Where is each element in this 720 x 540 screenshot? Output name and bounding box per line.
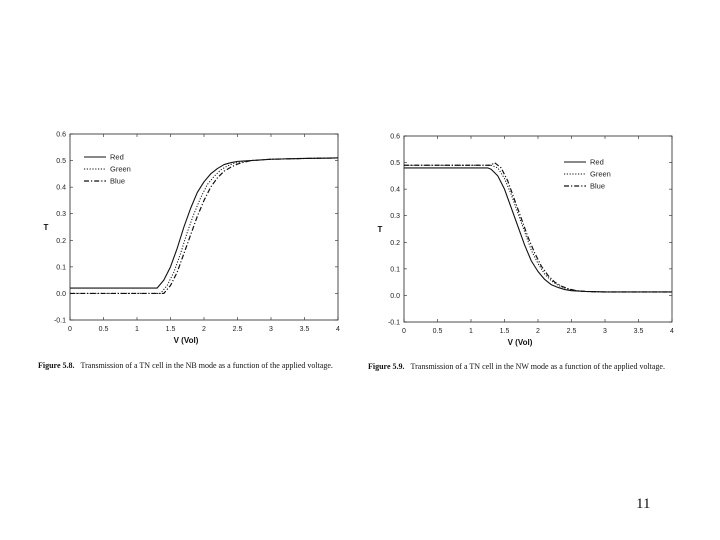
x-tick-label: 0.5	[99, 326, 109, 333]
y-tick-label: -0.1	[54, 318, 66, 325]
y-tick-label: 0.0	[390, 293, 400, 300]
y-tick-label: 0.6	[390, 134, 400, 141]
x-tick-label: 2	[536, 328, 540, 335]
y-tick-label: 0.3	[56, 211, 66, 218]
y-tick-label: 0.4	[390, 187, 400, 194]
figure-5-8-label: Figure 5.8.	[38, 361, 75, 370]
x-tick-label: 1	[469, 328, 473, 335]
x-tick-label: 4	[670, 328, 674, 335]
y-tick-label: 0.3	[390, 213, 400, 220]
legend-label-green: Green	[110, 165, 131, 174]
page-number: 11	[636, 496, 651, 512]
plot-frame	[403, 135, 673, 323]
x-tick-label: 1.5	[166, 326, 176, 333]
y-tick-label: 0.5	[56, 158, 66, 165]
x-tick-label: 0.5	[433, 328, 443, 335]
legend-label-red: Red	[110, 153, 124, 162]
legend-label-blue: Blue	[110, 177, 125, 186]
y-axis-label: T	[378, 225, 383, 234]
series-line-green	[404, 164, 672, 293]
x-tick-label: 1.5	[500, 328, 510, 335]
y-tick-label: 0.2	[56, 238, 66, 245]
chart-figure-5-8: 0 0.5 1 1.5 2 2.5 3 3.5 4 -0.1 0.0 0.1 0.2 0.3 0.4 0.5 0…	[30, 128, 350, 358]
x-tick-label: 0	[402, 328, 406, 335]
x-tick-label: 2	[202, 326, 206, 333]
figure-5-9-caption: Figure 5.9. Transmission of a TN cell in …	[368, 362, 665, 371]
y-tick-label: 0.0	[56, 291, 66, 298]
figure-5-9-label: Figure 5.9.	[368, 362, 405, 371]
y-tick-label: 0.4	[56, 185, 66, 192]
nb-mode-transmission-chart: 0 0.5 1 1.5 2 2.5 3 3.5 4 -0.1 0.0 0.1 0.2 0.3 0.4 0.5 0…	[44, 132, 340, 346]
series-line-blue	[70, 157, 339, 295]
x-tick-label: 3	[269, 326, 273, 333]
x-tick-label: 2.5	[233, 326, 243, 333]
figure-5-9-caption-text: Transmission of a TN cell in the NW mode…	[410, 362, 665, 371]
y-tick-label: 0.1	[390, 266, 400, 273]
series-line-red	[404, 167, 672, 293]
x-tick-label: 2.5	[567, 328, 577, 335]
figure-5-8-caption: Figure 5.8. Transmission of a TN cell in …	[38, 361, 333, 370]
x-tick-label: 0	[68, 326, 72, 333]
series-line-blue	[404, 161, 672, 293]
legend-label-red: Red	[590, 158, 604, 167]
plot-frame	[69, 133, 339, 321]
y-tick-label: -0.1	[388, 320, 400, 327]
x-axis-label: V (Vol)	[508, 338, 533, 347]
x-tick-label: 1	[135, 326, 139, 333]
y-tick-label: 0.2	[390, 240, 400, 247]
y-tick-label: 0.5	[390, 160, 400, 167]
y-tick-label: 0.1	[56, 264, 66, 271]
y-tick-label: 0.6	[56, 132, 66, 139]
x-tick-label: 4	[336, 326, 340, 333]
x-tick-label: 3.5	[300, 326, 310, 333]
nw-mode-transmission-chart: 0 0.5 1 1.5 2 2.5 3 3.5 4 -0.1 0.0 0.1 0.2 0.3 0.4 0.5 0…	[378, 134, 674, 348]
chart-figure-5-9: 0 0.5 1 1.5 2 2.5 3 3.5 4 -0.1 0.0 0.1 0.2 0.3 0.4 0.5 0…	[364, 130, 684, 360]
legend-label-blue: Blue	[590, 182, 605, 191]
x-axis-label: V (Vol)	[174, 336, 199, 345]
y-axis-label: T	[44, 223, 49, 232]
x-tick-label: 3	[603, 328, 607, 335]
x-tick-label: 3.5	[634, 328, 644, 335]
figure-5-8-caption-text: Transmission of a TN cell in the NB mode…	[80, 361, 333, 370]
legend-label-green: Green	[590, 170, 611, 179]
series-line-red	[70, 157, 339, 289]
